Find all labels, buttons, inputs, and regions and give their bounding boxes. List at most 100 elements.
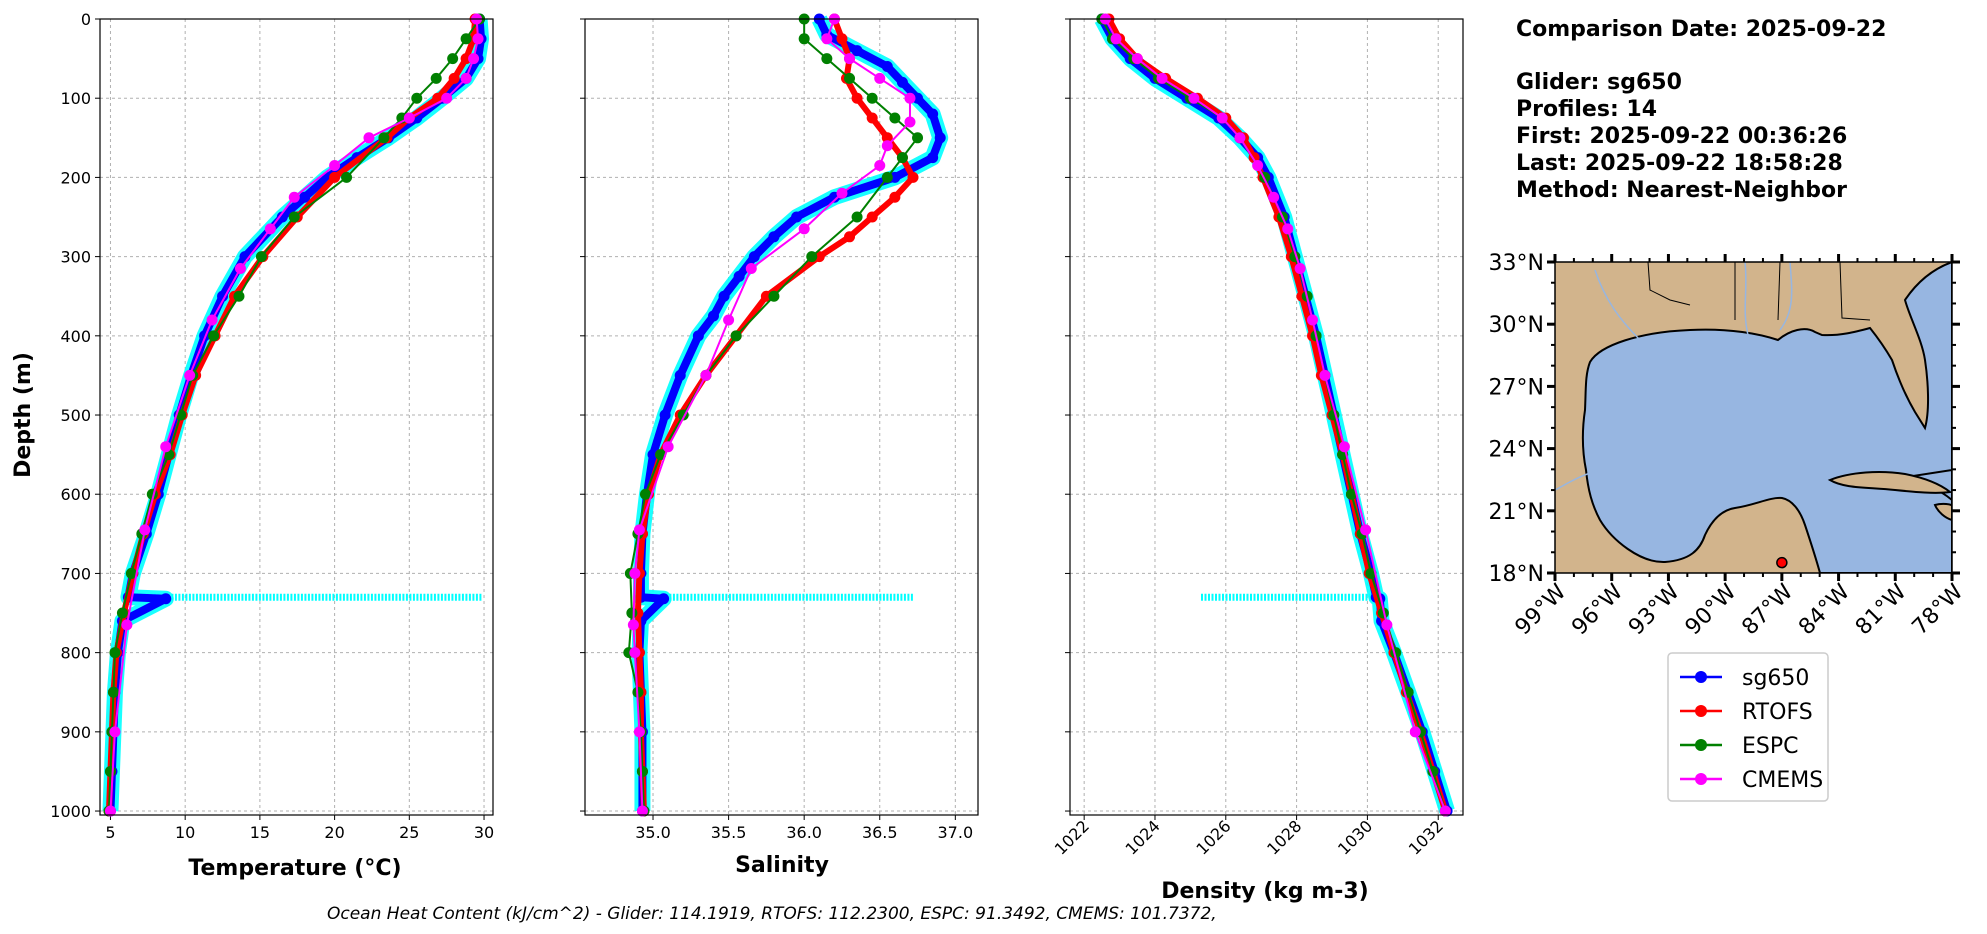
series-espc-point (881, 171, 893, 183)
legend-marker-rtofs (1695, 705, 1707, 717)
axes-frame (584, 18, 979, 816)
comparison-date: Comparison Date: 2025-09-22 (1516, 17, 1886, 42)
legend-label-sg650: sg650 (1742, 666, 1809, 691)
y-tick-label: 700 (60, 564, 91, 583)
x-tick-label: 1028 (1263, 816, 1305, 858)
series-espc-point (460, 33, 472, 45)
y-tick-label: 800 (60, 644, 91, 663)
lon-label: 78°W (1908, 579, 1969, 640)
info-block: Comparison Date: 2025-09-22 Glider: sg65… (1516, 17, 1886, 203)
series-cmems-point (1234, 132, 1246, 144)
lat-label: 30°N (1489, 313, 1544, 338)
y-tick-label: 200 (60, 168, 91, 187)
series-espc-point (109, 647, 121, 659)
legend: sg650 RTOFS ESPC CMEMS (1667, 652, 1829, 802)
y-axis-label: Depth (m) (11, 352, 36, 478)
series-espc-point (798, 33, 810, 45)
series-sg650-point (276, 211, 288, 223)
profile-count: Profiles: 14 (1516, 97, 1657, 122)
series-espc-line (1100, 18, 1447, 812)
series-sg650-point (659, 409, 671, 421)
series-sg650-point (896, 76, 908, 88)
axes-frame (1069, 18, 1464, 816)
lon-label: 90°W (1681, 579, 1742, 640)
series-cmems-point (627, 619, 639, 631)
series-espc-point (104, 765, 116, 777)
y-tick-label: 0 (81, 10, 91, 29)
axes-frame (99, 18, 494, 816)
series-cmems-point (1268, 191, 1280, 203)
series-espc-point (107, 686, 119, 698)
lat-label: 24°N (1489, 438, 1544, 463)
legend-label-espc: ESPC (1742, 734, 1799, 759)
y-tick-label: 1000 (50, 802, 91, 821)
state-borders (1647, 262, 1871, 321)
series-espc-point (730, 330, 742, 342)
x-tick-label: 37.0 (938, 823, 974, 842)
series-cmems-point (264, 223, 276, 235)
temperature-panel: 0 100 200 300 400 500 600 700 800 900 1000 5 10 15 20 2… (50, 10, 494, 842)
salinity-axis-label: Salinity (735, 853, 829, 878)
series-cmems-point (403, 112, 415, 124)
x-tick-label: 10 (175, 823, 195, 842)
series-espc-point (1345, 488, 1357, 500)
series-rtofs-point (889, 191, 901, 203)
series-cmems-point (904, 116, 916, 128)
series-cmems-point (629, 567, 641, 579)
series-sg650-point (160, 593, 172, 605)
last-time: Last: 2025-09-22 18:58:28 (1516, 151, 1843, 176)
series-cmems-point (633, 524, 645, 536)
series-cmems-point (441, 92, 453, 104)
series-sg650-point (927, 152, 939, 164)
lon-label: 96°W (1567, 579, 1628, 640)
series-sg650-point (748, 251, 760, 263)
series-rtofs-point (866, 112, 878, 124)
series-cmems-point (821, 33, 833, 45)
series-rtofs-point (881, 132, 893, 144)
series-cmems-point (160, 441, 172, 453)
series-espc-point (889, 112, 901, 124)
legend-label-rtofs: RTOFS (1742, 700, 1813, 725)
series-cmems-line (632, 18, 911, 812)
series-espc-point (866, 92, 878, 104)
series-cmems-point (1282, 223, 1294, 235)
series-cmems-point (1307, 314, 1319, 326)
y-tick-label: 900 (60, 723, 91, 742)
series-cmems-point (109, 726, 121, 738)
series-cmems-point (904, 92, 916, 104)
series-espc-point (208, 330, 220, 342)
series-sg650-point (674, 369, 686, 381)
series-sg650-point (658, 593, 670, 605)
x-tick-label: 25 (399, 823, 419, 842)
series-espc-point (125, 567, 137, 579)
series-espc-point (655, 449, 667, 461)
series-sg650-point (851, 45, 863, 57)
salinity-panel: 35.0 35.5 36.0 36.5 37.0 (580, 13, 979, 842)
series-cmems-point (636, 805, 648, 817)
location-map: 33°N 30°N 27°N 24°N 21°N 18°N99°W96°W93°W90°W… (1489, 251, 1969, 640)
series-cmems-point (844, 53, 856, 65)
series-espc-point (233, 290, 245, 302)
lat-label: 27°N (1489, 375, 1544, 400)
series-cmems-point (206, 314, 218, 326)
series-cmems-point (633, 726, 645, 738)
series-sg650-point (934, 132, 946, 144)
series-espc-point (411, 92, 423, 104)
series-espc-point (912, 132, 924, 144)
legend-marker-espc (1695, 739, 1707, 751)
series-cmems-point (1131, 53, 1143, 65)
series-espc-point (768, 290, 780, 302)
glider-position-marker (1776, 556, 1788, 569)
ocean-heat-content-footer: Ocean Heat Content (kJ/cm^2) - Glider: 1… (327, 904, 1217, 924)
series-espc-point (851, 211, 863, 223)
density-axis-label: Density (kg m-3) (1161, 879, 1369, 904)
series-cmems-point (1338, 441, 1350, 453)
y-tick-label: 300 (60, 248, 91, 267)
series-sg650-point (768, 231, 780, 243)
series-espc-point (896, 152, 908, 164)
series-cmems-point (881, 140, 893, 152)
x-tick-label: 30 (474, 823, 494, 842)
series-cmems-point (104, 805, 116, 817)
lat-label: 21°N (1489, 500, 1544, 525)
series-espc-point (626, 607, 638, 619)
